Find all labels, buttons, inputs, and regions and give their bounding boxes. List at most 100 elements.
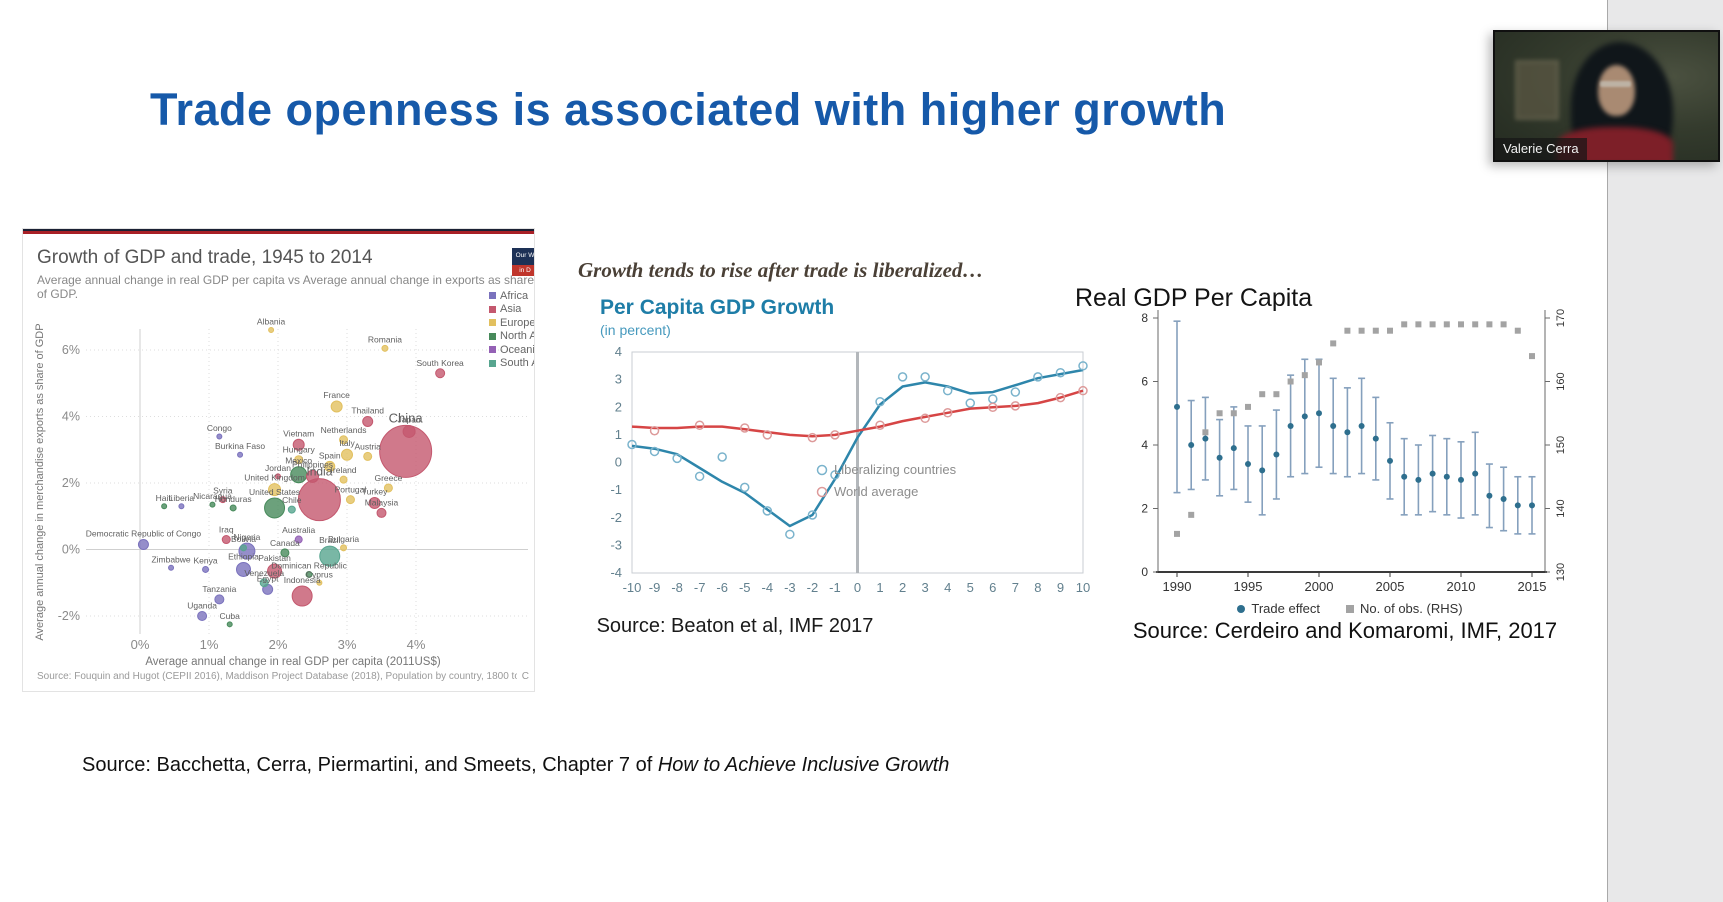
- y-tick-label: 0%: [62, 543, 80, 557]
- trade-effect-point: [1472, 470, 1479, 477]
- x-axis-title: Average annual change in real GDP per ca…: [145, 656, 441, 668]
- scatter-point: [237, 451, 244, 458]
- obs-square: [1174, 530, 1180, 537]
- y-tick-label: -2: [610, 510, 622, 525]
- left-tick-label: 2: [1141, 502, 1148, 516]
- x-tick-label: 0: [854, 580, 861, 595]
- obs-square: [1500, 321, 1507, 328]
- obs-square: [1514, 327, 1521, 334]
- series-marker: [649, 446, 660, 457]
- continent-legend: Africa Asia Europe North Ame Oceania Sou…: [489, 289, 535, 371]
- series-marker: [942, 385, 953, 396]
- scatter-point: [287, 505, 296, 514]
- webcam-tile[interactable]: Valerie Cerra: [1493, 30, 1720, 162]
- x-tick-label: -5: [739, 580, 751, 595]
- scatter-point: [379, 424, 433, 478]
- scatter-point: [275, 473, 281, 480]
- background-picture-frame: [1515, 60, 1559, 120]
- obs-square: [1301, 372, 1308, 379]
- legend-label: Asia: [500, 303, 522, 316]
- x-tick-label: 7: [1012, 580, 1019, 595]
- slide-footer-citation: Source: Bacchetta, Cerra, Piermartini, a…: [82, 754, 949, 777]
- country-label: Albania: [257, 317, 286, 327]
- scatter-point: [216, 433, 223, 440]
- obs-square: [1245, 403, 1251, 410]
- scatter-point: [178, 503, 185, 510]
- trade-effect-point: [1458, 476, 1464, 483]
- scatter-svg: -2% 0% 2% 4% 6% 0% 1% 2% 3% 4% China India United St…: [34, 317, 528, 668]
- series-marker: [740, 482, 750, 493]
- x-tick-label: 4: [944, 580, 951, 595]
- legend-label: Europe: [500, 316, 535, 329]
- trade-effect-point: [1401, 473, 1408, 480]
- scatter-point: [267, 563, 283, 579]
- liberalization-chart-title: Per Capita GDP Growth: [600, 296, 835, 319]
- scatter-point: [319, 545, 341, 567]
- series-marker: [807, 432, 818, 443]
- speaker-glasses: [1599, 80, 1632, 88]
- country-label: Malaysia: [365, 497, 399, 507]
- country-label: Romania: [368, 334, 402, 344]
- owid-card-top-border: [23, 229, 534, 234]
- country-label: Vietnam: [283, 428, 314, 438]
- legend-label: South Am: [500, 357, 534, 370]
- legend-label: North Ame: [500, 330, 534, 343]
- left-tick-label: 4: [1141, 438, 1148, 452]
- x-tick-label: -3: [784, 580, 796, 595]
- scatter-point: [292, 438, 305, 451]
- x-tick-label: 3%: [338, 637, 357, 652]
- series-marker: [785, 529, 795, 540]
- country-label: India: [306, 465, 332, 479]
- country-label: Ireland: [331, 465, 357, 475]
- scatter-point: [221, 535, 231, 545]
- scatter-point: [339, 435, 349, 445]
- country-label: Zimbabwe: [151, 554, 190, 564]
- y-tick-label: 4%: [62, 410, 80, 424]
- obs-square: [1287, 378, 1294, 385]
- country-label: Spain: [319, 450, 341, 460]
- scatter-point: [339, 475, 348, 484]
- obs-square: [1387, 327, 1393, 334]
- scatter-point: [259, 578, 269, 588]
- legend-item: South Am: [489, 357, 534, 371]
- trade-effect-point: [1273, 451, 1280, 458]
- right-tick-label: 170: [1555, 309, 1567, 327]
- series-marker: [740, 423, 750, 433]
- trade-effect-point: [1387, 457, 1393, 464]
- scatter-point: [197, 611, 208, 621]
- x-tick-label: 8: [1034, 580, 1041, 595]
- scatter-point: [240, 544, 247, 552]
- series-marker: [988, 394, 998, 404]
- footer-citation-book-title: How to Achieve Inclusive Growth: [657, 754, 950, 776]
- y-axis-title: Average annual change in merchandise exp…: [34, 323, 46, 640]
- country-label: Mexico: [285, 456, 312, 466]
- x-tick-label: 5: [967, 580, 974, 595]
- scatter-point: [435, 368, 446, 379]
- country-label: Turkey: [362, 486, 388, 496]
- real-gdp-errorbar-plot: 0 2 4 6 8 130 140 150 160 170 1990 1995 2000 2005 2010…: [1120, 300, 1580, 600]
- country-label: Liberia: [169, 493, 195, 503]
- legend-label: Oceania: [500, 343, 535, 356]
- country-label: Greece: [374, 473, 402, 483]
- country-label: Iraq: [219, 525, 234, 535]
- owid-license-cut-text: C: [516, 671, 529, 682]
- legend-label: Africa: [500, 289, 529, 302]
- x-tick-label: 2: [899, 580, 906, 595]
- trade-effect-point: [1500, 495, 1507, 502]
- x-tick-label: -2: [807, 580, 819, 595]
- x-tick-label: 2010: [1447, 579, 1476, 594]
- speaker-face: [1597, 65, 1636, 117]
- legend-swatch: [489, 346, 496, 354]
- series-marker: [942, 408, 953, 418]
- x-tick-label: -4: [762, 580, 774, 595]
- scatter-point: [226, 621, 233, 628]
- country-label: Portugal: [335, 485, 367, 495]
- series-marker: [897, 372, 908, 382]
- obs-square: [1429, 321, 1436, 328]
- x-tick-label: -8: [671, 580, 683, 595]
- trade-effect-point: [1344, 429, 1351, 436]
- x-tick-label: -7: [694, 580, 706, 595]
- country-label: Thailand: [351, 405, 384, 415]
- scatter-point: [294, 455, 304, 465]
